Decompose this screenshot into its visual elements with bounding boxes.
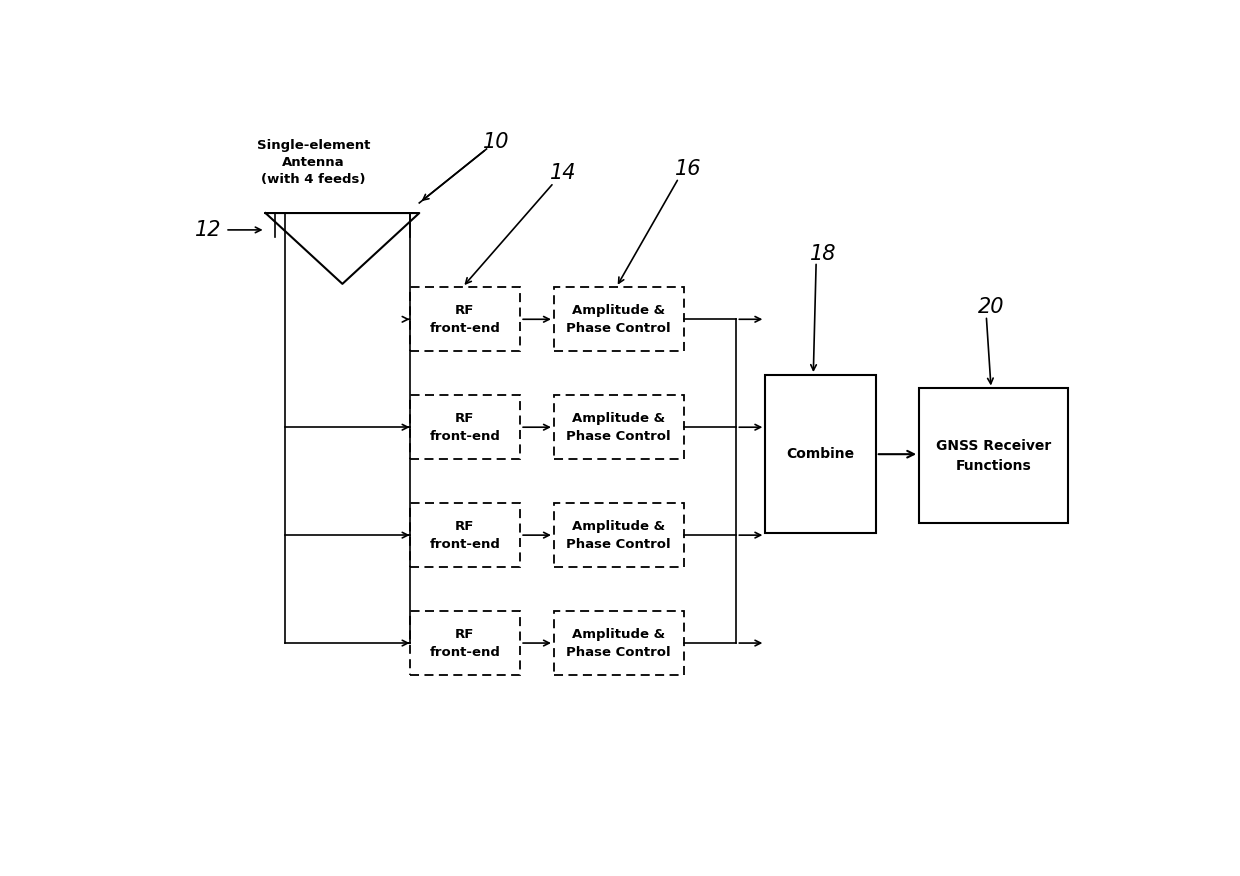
Text: 10: 10 [482, 132, 510, 152]
FancyBboxPatch shape [409, 395, 521, 459]
Text: 16: 16 [675, 159, 702, 180]
Text: Amplitude &
Phase Control: Amplitude & Phase Control [567, 519, 671, 551]
FancyBboxPatch shape [409, 503, 521, 567]
Text: 18: 18 [810, 244, 836, 264]
FancyBboxPatch shape [554, 287, 683, 351]
Text: 14: 14 [551, 163, 577, 182]
Text: Single-element
Antenna
(with 4 feeds): Single-element Antenna (with 4 feeds) [257, 139, 371, 186]
Text: Amplitude &
Phase Control: Amplitude & Phase Control [567, 627, 671, 659]
FancyBboxPatch shape [919, 388, 1068, 523]
Text: GNSS Receiver
Functions: GNSS Receiver Functions [936, 439, 1052, 473]
FancyBboxPatch shape [765, 375, 875, 533]
Text: Amplitude &
Phase Control: Amplitude & Phase Control [567, 304, 671, 335]
Text: RF
front-end: RF front-end [429, 627, 501, 659]
Text: 12: 12 [195, 220, 221, 240]
FancyBboxPatch shape [409, 611, 521, 675]
Text: 20: 20 [978, 298, 1004, 317]
FancyBboxPatch shape [409, 287, 521, 351]
Text: Amplitude &
Phase Control: Amplitude & Phase Control [567, 412, 671, 442]
Text: RF
front-end: RF front-end [429, 304, 501, 335]
Text: RF
front-end: RF front-end [429, 412, 501, 442]
FancyBboxPatch shape [554, 503, 683, 567]
Text: Combine: Combine [786, 447, 854, 461]
FancyBboxPatch shape [554, 611, 683, 675]
FancyBboxPatch shape [554, 395, 683, 459]
Text: RF
front-end: RF front-end [429, 519, 501, 551]
